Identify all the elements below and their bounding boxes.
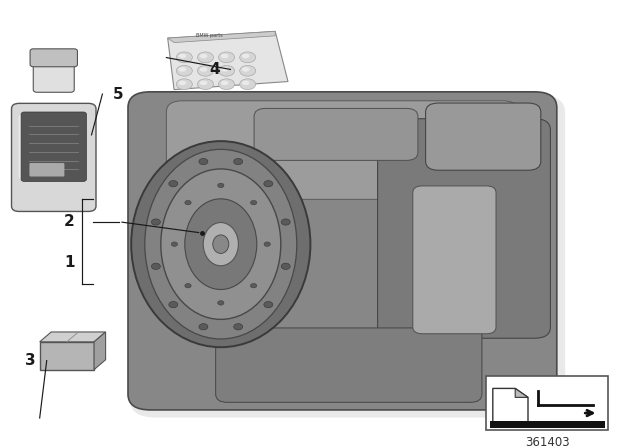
Ellipse shape	[185, 200, 191, 205]
FancyBboxPatch shape	[30, 49, 77, 67]
Ellipse shape	[177, 65, 193, 76]
Polygon shape	[493, 388, 528, 422]
Ellipse shape	[179, 54, 186, 58]
Ellipse shape	[169, 181, 178, 187]
Ellipse shape	[250, 200, 257, 205]
Polygon shape	[94, 332, 106, 370]
Ellipse shape	[185, 284, 191, 288]
Polygon shape	[515, 388, 528, 397]
Ellipse shape	[221, 54, 228, 58]
Text: 4: 4	[209, 62, 220, 77]
Ellipse shape	[152, 219, 161, 225]
Ellipse shape	[172, 242, 177, 246]
Ellipse shape	[169, 302, 178, 308]
Ellipse shape	[221, 67, 228, 72]
Polygon shape	[168, 31, 288, 90]
Polygon shape	[168, 31, 275, 43]
Ellipse shape	[218, 301, 224, 305]
Bar	[490, 421, 605, 428]
Ellipse shape	[219, 79, 235, 90]
Ellipse shape	[281, 263, 290, 269]
Text: 5: 5	[113, 86, 124, 102]
FancyBboxPatch shape	[254, 108, 418, 160]
Ellipse shape	[200, 67, 207, 72]
FancyBboxPatch shape	[19, 114, 47, 179]
FancyBboxPatch shape	[29, 163, 65, 177]
Ellipse shape	[177, 79, 193, 90]
Text: BMW parts: BMW parts	[196, 33, 222, 39]
Ellipse shape	[264, 181, 273, 187]
Ellipse shape	[145, 149, 297, 339]
Ellipse shape	[242, 54, 250, 58]
Text: 2: 2	[64, 214, 74, 229]
FancyBboxPatch shape	[166, 101, 518, 199]
Ellipse shape	[198, 65, 214, 76]
Ellipse shape	[212, 235, 229, 254]
FancyBboxPatch shape	[378, 119, 550, 338]
Text: 1: 1	[64, 254, 74, 270]
FancyBboxPatch shape	[21, 112, 86, 181]
Ellipse shape	[198, 52, 214, 63]
Ellipse shape	[221, 81, 228, 85]
Ellipse shape	[264, 302, 273, 308]
Ellipse shape	[131, 141, 310, 347]
Ellipse shape	[242, 81, 250, 85]
Ellipse shape	[199, 159, 208, 165]
Ellipse shape	[198, 79, 214, 90]
Ellipse shape	[219, 52, 235, 63]
FancyBboxPatch shape	[12, 103, 96, 211]
Ellipse shape	[250, 284, 257, 288]
Text: 361403: 361403	[525, 436, 570, 448]
Ellipse shape	[240, 79, 256, 90]
Ellipse shape	[161, 169, 281, 319]
FancyBboxPatch shape	[128, 92, 557, 410]
FancyBboxPatch shape	[33, 60, 74, 92]
Ellipse shape	[199, 323, 208, 330]
Ellipse shape	[281, 219, 290, 225]
Ellipse shape	[152, 263, 161, 269]
Bar	[486, 376, 608, 430]
Ellipse shape	[240, 65, 256, 76]
Ellipse shape	[179, 67, 186, 72]
Ellipse shape	[204, 223, 238, 266]
Polygon shape	[40, 342, 94, 370]
Ellipse shape	[240, 52, 256, 63]
Ellipse shape	[200, 54, 207, 58]
Ellipse shape	[264, 242, 270, 246]
FancyBboxPatch shape	[130, 95, 565, 418]
Ellipse shape	[218, 183, 224, 188]
Ellipse shape	[179, 81, 186, 85]
FancyBboxPatch shape	[426, 103, 541, 170]
Polygon shape	[40, 332, 106, 342]
Ellipse shape	[177, 52, 193, 63]
Ellipse shape	[234, 159, 243, 165]
FancyBboxPatch shape	[216, 328, 482, 402]
Ellipse shape	[234, 323, 243, 330]
FancyBboxPatch shape	[413, 186, 496, 334]
Ellipse shape	[242, 67, 250, 72]
Text: 3: 3	[26, 353, 36, 368]
Ellipse shape	[219, 65, 235, 76]
Ellipse shape	[185, 199, 257, 289]
Ellipse shape	[200, 81, 207, 85]
